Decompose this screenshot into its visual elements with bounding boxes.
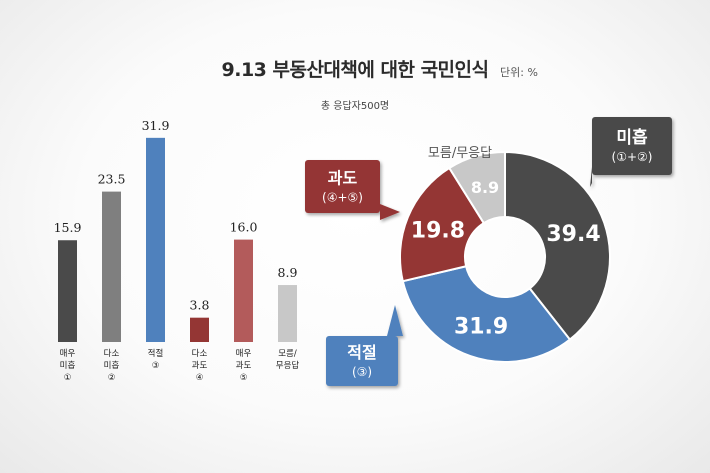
bar-6 [278,285,297,342]
bar-3 [146,137,165,342]
category-label-5-line-3: ⑤ [240,373,248,383]
category-label-4-line-1: 다소 [192,349,208,359]
donut-chart: 39.4 31.9 19.8 8.9 [399,150,611,363]
category-label-5-line-2: 과도 [236,361,252,371]
donut-value-label-2: 31.9 [454,314,508,339]
callout-box-2 [326,336,398,386]
category-label-3-line-2: ③ [152,361,160,371]
callout-title-3: 과도 [328,169,358,188]
callout-sublabel-1: (①+②) [612,150,653,164]
category-label-3-line-1: 적절 [148,348,164,359]
callout-pointer-2 [387,305,403,336]
category-label-6-line-2: 무응답 [276,360,300,371]
bar-value-label-3: 31.9 [142,118,170,133]
unit-label: 단위: % [500,66,538,79]
donut-slice-2 [401,265,572,363]
bar-2 [102,191,121,342]
category-label-6-line-1: 모름/ [278,349,297,359]
callout-1 [590,117,672,187]
chart-subtitle: 총 응답자500명 [320,101,390,112]
donut-value-label-4: 8.9 [471,178,499,197]
slice-label-4: 모름/무응답 [428,146,492,161]
callout-pointer-3 [380,204,400,220]
callout-3 [305,160,400,220]
category-label-4-line-2: 과도 [192,361,208,371]
category-label-2-line-1: 다소 [104,349,120,359]
bar-value-label-2: 23.5 [98,172,126,187]
callout-sublabel-3: (④+⑤) [322,191,363,205]
bar-value-label-4: 3.8 [190,298,210,313]
bar-5 [234,239,253,342]
category-label-1-line-1: 매우 [60,349,76,359]
chart-title: 9.13 부동산대책에 대한 국민인식 [221,59,489,81]
category-label-1-line-2: 미흡 [60,360,76,371]
category-label-2-line-2: 미흡 [104,360,120,371]
bar-4 [190,317,209,342]
category-label-5-line-1: 매우 [236,349,252,359]
callout-pointer-1 [590,167,592,187]
bar-value-label-5: 16.0 [230,220,258,235]
callout-box-3 [305,160,380,213]
bar-value-label-6: 8.9 [278,265,298,280]
callout-sublabel-2: (③) [352,365,372,379]
donut-value-label-1: 39.4 [546,222,600,247]
donut-slice-1 [504,150,611,341]
bar-value-label-1: 15.9 [54,220,82,235]
donut-slice-3 [399,166,486,283]
callout-box-1 [592,117,672,175]
donut-slice-4 [447,150,506,225]
bar-1 [58,240,77,342]
category-label-4-line-3: ④ [196,373,204,383]
category-label-2-line-3: ② [108,373,116,383]
callout-2 [326,305,403,386]
bar-chart: 15.9매우미흡①23.5다소미흡②31.9적절③3.8다소과도④16.0매우과… [54,118,300,383]
category-label-1-line-3: ① [64,373,72,383]
donut-value-label-3: 19.8 [411,218,465,243]
callout-title-1: 미흡 [616,127,648,148]
donut-callouts: 미흡 (①+②) 적절 (③) 과도 (④+⑤) 모름/무응답 [305,117,672,386]
callout-title-2: 적절 [347,343,376,362]
